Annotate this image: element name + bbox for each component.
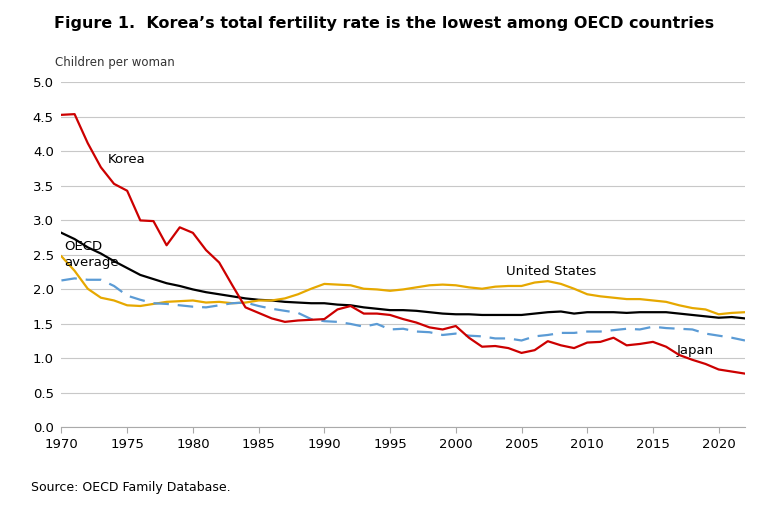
Text: Korea: Korea xyxy=(108,153,145,166)
Text: Japan: Japan xyxy=(677,344,713,357)
Text: OECD
average: OECD average xyxy=(64,240,119,269)
Text: United States: United States xyxy=(505,265,596,278)
Text: Children per woman: Children per woman xyxy=(55,56,174,68)
Text: Source: OECD Family Database.: Source: OECD Family Database. xyxy=(31,482,230,494)
Text: Figure 1.  Korea’s total fertility rate is the lowest among OECD countries: Figure 1. Korea’s total fertility rate i… xyxy=(54,16,714,31)
